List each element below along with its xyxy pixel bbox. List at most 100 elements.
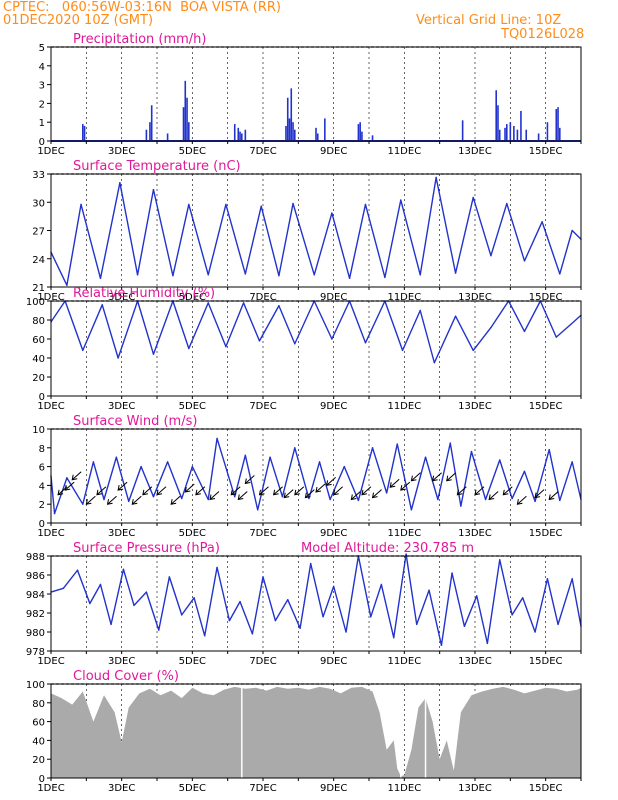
wind-arrow-shaft xyxy=(446,472,457,482)
wind-direction-arrow xyxy=(474,486,485,496)
rh-panel xyxy=(47,300,582,399)
rh-data-point xyxy=(364,342,367,344)
wind-data-point xyxy=(103,498,105,501)
wind-data-point xyxy=(396,443,398,445)
y-tick-label: 0 xyxy=(39,392,45,403)
pres-data-point xyxy=(486,642,489,645)
y-tick-label: 60 xyxy=(32,335,45,346)
x-tick-label: 7DEC xyxy=(249,783,276,794)
pres-data-point xyxy=(310,562,312,565)
wind-arrow-head xyxy=(170,499,177,505)
temp-data-point xyxy=(152,188,155,191)
pres-data-point xyxy=(511,614,513,616)
precip-bar xyxy=(498,129,501,141)
rh-data-point xyxy=(331,338,333,340)
rh-data-point xyxy=(433,362,436,364)
wind-data-point xyxy=(470,450,473,453)
rh-data-point xyxy=(294,343,296,345)
temp-data-point xyxy=(313,274,315,276)
wind-direction-arrow xyxy=(304,489,315,499)
y-tick-label: 60 xyxy=(32,718,45,729)
wind-data-point xyxy=(53,512,56,515)
x-tick-label: 5DEC xyxy=(179,528,206,539)
wind-arrow-head xyxy=(184,486,191,493)
wind-direction-arrow xyxy=(548,491,559,501)
x-tick-label: 9DEC xyxy=(320,656,347,667)
wind-arrow-head xyxy=(325,480,332,487)
temp-data-point xyxy=(99,277,102,280)
y-tick-label: 80 xyxy=(32,699,45,710)
pres-data-point xyxy=(204,635,206,637)
y-tick-label: 5 xyxy=(39,43,45,54)
precip-bar xyxy=(504,127,506,141)
wind-data-point xyxy=(571,461,573,463)
precip-bar xyxy=(285,125,287,141)
wind-data-point xyxy=(140,465,142,468)
wind-arrow-head xyxy=(258,489,265,496)
x-tick-label: 15DEC xyxy=(529,292,563,303)
pres-data-point xyxy=(380,583,383,586)
wind-data-point xyxy=(371,447,374,449)
wind-arrow-head xyxy=(57,489,64,496)
pres-data-point xyxy=(76,569,79,571)
wind-arrow-head xyxy=(410,475,417,482)
wind-direction-arrow xyxy=(431,472,442,482)
temp-data-point xyxy=(348,277,351,280)
pres-data-point xyxy=(168,576,171,578)
temp-data-point xyxy=(260,205,262,207)
precip-bar xyxy=(497,105,499,141)
y-tick-label: 27 xyxy=(32,227,45,238)
wind-direction-arrow xyxy=(244,475,255,485)
wind-arrow-head xyxy=(272,489,279,496)
wind-direction-arrow xyxy=(195,486,206,496)
wind-direction-arrow xyxy=(85,495,96,505)
wind-direction-arrow xyxy=(389,478,400,488)
temp-data-point xyxy=(292,202,294,205)
temp-data-point xyxy=(278,275,280,277)
rh-series-line xyxy=(50,300,582,364)
precip-bar xyxy=(288,118,291,141)
wind-arrow-head xyxy=(209,494,216,501)
wind-arrow-shaft xyxy=(389,478,400,488)
temp-data-point xyxy=(454,272,457,274)
wind-arrow-head xyxy=(64,485,71,491)
x-tick-label: 3DEC xyxy=(108,783,135,794)
wind-arrow-shaft xyxy=(411,472,421,482)
wind-arrow-shaft xyxy=(156,486,167,496)
precip-bar xyxy=(292,122,294,141)
y-tick-label: 2 xyxy=(39,500,45,511)
x-tick-label: 15DEC xyxy=(529,783,563,794)
model-altitude-label: Model Altitude: 230.785 m xyxy=(301,541,474,556)
x-tick-label: 7DEC xyxy=(249,146,276,157)
wind-direction-arrow xyxy=(237,491,248,501)
pres-data-point xyxy=(181,614,183,616)
precip-bar xyxy=(520,110,522,141)
wind-direction-arrow xyxy=(96,486,107,496)
temp-data-point xyxy=(559,273,561,275)
wind-arrow-shaft xyxy=(237,491,248,500)
precip-bar xyxy=(537,133,540,141)
pres-data-point xyxy=(332,585,335,588)
wind-arrow-shaft xyxy=(457,486,467,496)
precip-bar xyxy=(559,127,561,141)
wind-arrow-head xyxy=(85,499,92,505)
x-tick-label: 5DEC xyxy=(179,146,206,157)
temp-data-point xyxy=(119,181,121,184)
rh-data-point xyxy=(152,353,155,355)
precip-bar xyxy=(233,124,236,141)
wind-arrow-shaft xyxy=(273,486,283,496)
wind-data-point xyxy=(410,509,413,511)
temp-data-point xyxy=(244,273,247,275)
pres-data-point xyxy=(522,597,524,599)
wind-data-point xyxy=(329,498,331,501)
precip-bar xyxy=(371,135,374,141)
x-tick-label: 9DEC xyxy=(320,783,347,794)
x-tick-label: 1DEC xyxy=(37,656,64,667)
rh-data-point xyxy=(242,302,245,304)
wind-data-point xyxy=(499,459,501,461)
pres-data-point xyxy=(89,602,91,605)
wind-arrow-head xyxy=(548,494,555,501)
precip-bar xyxy=(525,129,528,141)
wind-arrow-shaft xyxy=(534,489,545,498)
wind-data-point xyxy=(437,498,439,501)
